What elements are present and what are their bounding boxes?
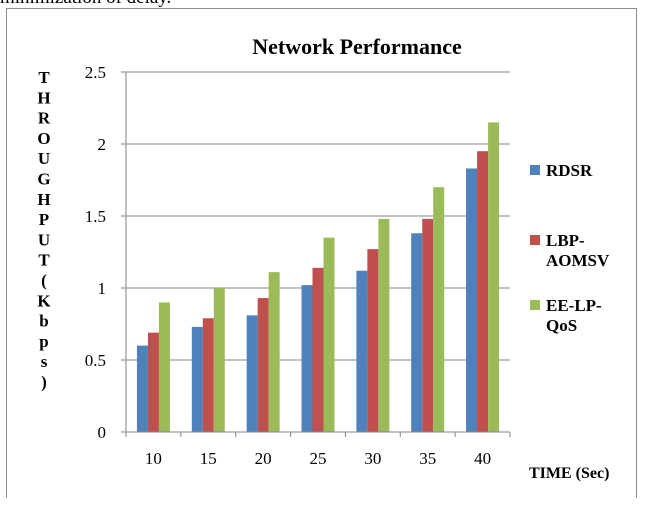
- y-axis-label-char: T: [38, 68, 50, 87]
- y-axis-label-char: (: [41, 271, 47, 290]
- bar-group: [136, 122, 500, 433]
- y-axis-label-char: H: [37, 190, 50, 209]
- legend-item: LBP-AOMSV: [530, 231, 610, 270]
- bar: [488, 122, 500, 433]
- legend-swatch: [530, 165, 540, 175]
- y-axis-label-char: K: [37, 291, 51, 310]
- y-axis-label-char: P: [39, 210, 49, 229]
- x-tick-label: 10: [145, 449, 162, 468]
- bar: [411, 233, 423, 432]
- y-axis-label-char: s: [41, 352, 48, 371]
- x-tick-label: 15: [200, 449, 217, 468]
- bar: [257, 298, 269, 432]
- y-axis-label-char: p: [39, 332, 48, 351]
- y-tick-label: 2.5: [85, 63, 106, 82]
- x-tick-labels: 10 15 20 25 30 35 40: [145, 449, 491, 468]
- bar: [202, 318, 214, 432]
- chart-frame: [6, 8, 637, 498]
- y-axis-label-char: ): [41, 373, 47, 392]
- gridlines: [126, 71, 510, 361]
- y-tick-label: 2: [98, 135, 107, 154]
- legend-label: LBP-AOMSV: [546, 231, 610, 270]
- axes: [121, 71, 511, 437]
- bar: [301, 285, 313, 432]
- y-axis-label-char: U: [38, 149, 50, 168]
- y-tick-labels: 0 0.5 1 1.5 2 2.5: [85, 63, 106, 442]
- bar: [147, 332, 159, 432]
- bar: [378, 218, 390, 432]
- y-axis-label-char: G: [37, 170, 50, 189]
- y-tick-label: 0.5: [85, 351, 106, 370]
- y-axis-label-char: U: [38, 230, 50, 249]
- bar: [323, 237, 335, 432]
- bar: [466, 168, 478, 433]
- y-axis-label-char: b: [39, 312, 48, 331]
- legend-swatch: [530, 300, 540, 310]
- bar: [268, 272, 280, 432]
- y-tick-label: 0: [98, 423, 107, 442]
- legend-item: RDSR: [530, 161, 593, 180]
- bar: [367, 249, 379, 432]
- bar: [136, 345, 148, 432]
- bar: [191, 326, 203, 432]
- x-tick-label: 40: [474, 449, 491, 468]
- legend: RDSR LBP-AOMSV EE-LP-QoS: [530, 161, 610, 335]
- bar: [246, 315, 258, 432]
- legend-label: EE-LP-QoS: [546, 296, 602, 335]
- context-text-fragment: minimization of delay.: [0, 0, 171, 9]
- bar: [312, 267, 324, 432]
- chart-title: Network Performance: [252, 34, 462, 59]
- bar: [477, 151, 489, 432]
- y-tick-label: 1: [98, 279, 107, 298]
- y-axis-label-char: R: [38, 109, 51, 128]
- x-tick-label: 35: [419, 449, 436, 468]
- x-tick-label: 20: [255, 449, 272, 468]
- x-axis-label: TIME (Sec): [529, 465, 609, 482]
- bar: [158, 302, 170, 432]
- bar: [356, 270, 368, 432]
- legend-label: RDSR: [546, 161, 593, 180]
- y-axis-label-char: O: [37, 129, 50, 148]
- bar: [213, 288, 225, 432]
- x-tick-label: 30: [364, 449, 381, 468]
- y-axis-label-char: H: [37, 88, 50, 107]
- y-axis-label-char: T: [38, 251, 50, 270]
- x-tick-label: 25: [310, 449, 327, 468]
- y-tick-label: 1.5: [85, 207, 106, 226]
- legend-item: EE-LP-QoS: [530, 296, 602, 335]
- bar: [433, 187, 445, 432]
- legend-swatch: [530, 235, 540, 245]
- bar: [422, 218, 434, 432]
